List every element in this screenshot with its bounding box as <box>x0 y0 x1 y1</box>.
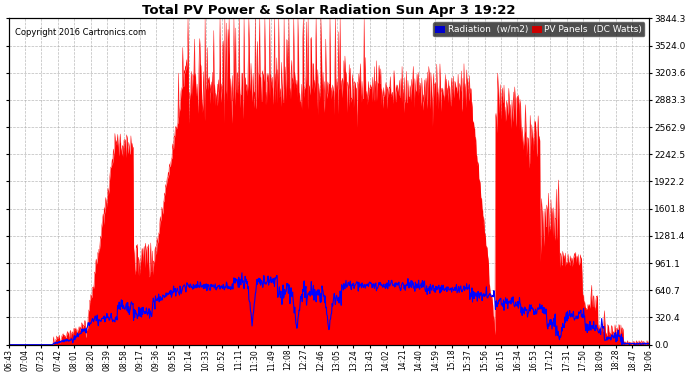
Title: Total PV Power & Solar Radiation Sun Apr 3 19:22: Total PV Power & Solar Radiation Sun Apr… <box>142 4 515 17</box>
Legend: Radiation  (w/m2), PV Panels  (DC Watts): Radiation (w/m2), PV Panels (DC Watts) <box>433 22 644 36</box>
Text: Copyright 2016 Cartronics.com: Copyright 2016 Cartronics.com <box>15 28 146 37</box>
